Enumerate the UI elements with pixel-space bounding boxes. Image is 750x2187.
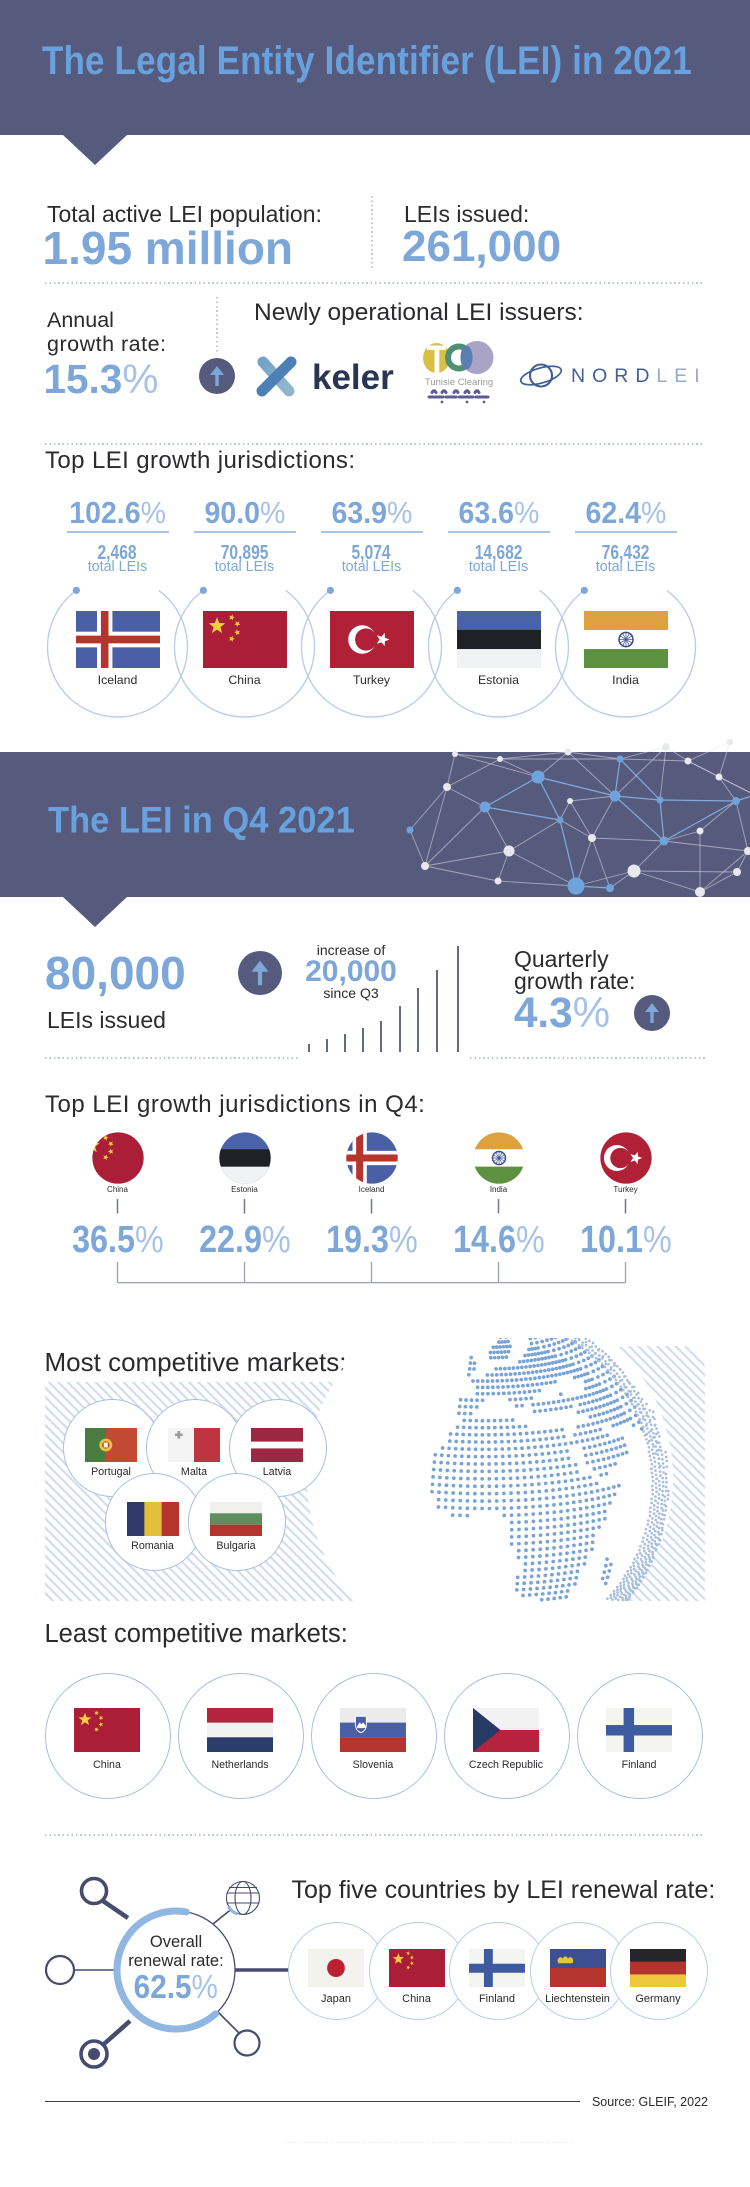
svg-text:Tunisie Clearing: Tunisie Clearing [425,377,493,388]
